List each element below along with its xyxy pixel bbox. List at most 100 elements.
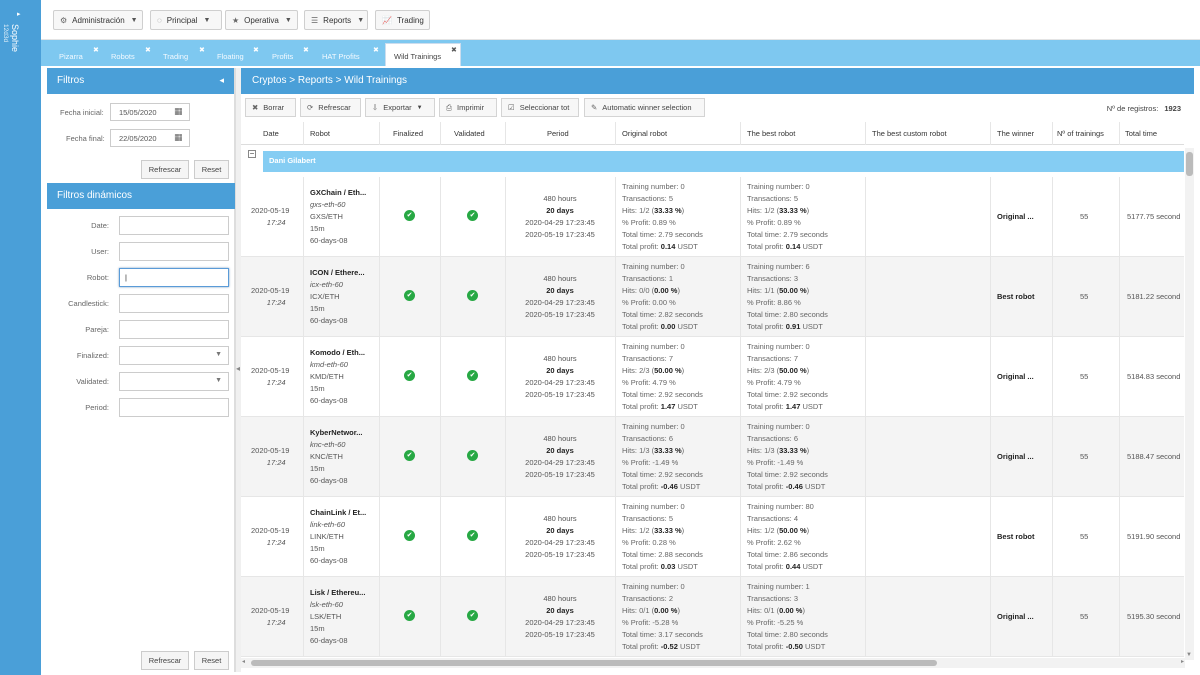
tab-robots[interactable]: Robots — [105, 47, 135, 66]
transactions: Transactions: 1 — [622, 274, 673, 283]
calendar-icon[interactable]: ▦ — [174, 106, 183, 116]
records-counter: Nº de registros: 1923 — [1107, 104, 1181, 113]
scroll-right-icon[interactable]: ▸ — [1180, 659, 1184, 665]
dyn-filters-title: Filtros dinámicos — [57, 190, 133, 201]
dyn-filter-candlestick-input[interactable] — [119, 294, 229, 313]
column-header[interactable]: Finalized — [393, 129, 424, 138]
dyn-filter-user-input[interactable] — [119, 242, 229, 261]
column-header[interactable]: Total time — [1125, 129, 1158, 138]
column-header[interactable]: Date — [263, 129, 279, 138]
menu-trading-button[interactable]: 📈 Trading — [375, 10, 430, 30]
table-row[interactable]: 2020-05-19 17:24 Lisk / Ethereu... lsk-eth-… — [241, 577, 1184, 657]
refrescar-button[interactable]: ⟳ Refrescar — [300, 98, 361, 117]
tab-pizarra[interactable]: Pizarra — [53, 47, 83, 66]
table-row[interactable]: 2020-05-19 17:24 ICON / Ethere... icx-eth-6… — [241, 257, 1184, 337]
collapse-left-icon[interactable]: ◂ — [219, 75, 224, 85]
winner-cell: Best robot — [997, 532, 1035, 541]
user-sidebar[interactable]: ▸ Sophie 12d3d — [0, 0, 41, 675]
collapse-arrow-icon[interactable]: ◂ — [236, 364, 241, 373]
currency: USDT — [802, 642, 826, 651]
collapse-group-icon[interactable]: − — [248, 149, 256, 158]
automatic-winner-selection-button[interactable]: ✎ Automatic winner selection — [584, 98, 705, 117]
close-tab-icon[interactable]: ✖ — [303, 47, 309, 54]
dyn-filter-robot-input[interactable]: | — [119, 268, 229, 287]
dyn-filter-finalized-select[interactable]: ▼ — [119, 346, 229, 365]
menu-operativa-button[interactable]: ★ Operativa ▼ — [225, 10, 298, 30]
fecha-inicial-input[interactable]: 15/05/2020 — [110, 103, 190, 121]
total-time: Total time: 2.92 seconds — [622, 470, 703, 479]
total-profit-value: -0.46 — [660, 482, 678, 491]
column-header[interactable]: Robot — [310, 129, 331, 138]
tab-wild-trainings[interactable]: Wild Trainings — [385, 43, 461, 66]
column-divider — [505, 417, 506, 497]
borrar-button[interactable]: ✖ Borrar — [245, 98, 296, 117]
pct-profit: % Profit: 8.86 % — [747, 298, 801, 307]
column-divider — [1052, 577, 1053, 657]
reset-button-bottom[interactable]: Reset — [194, 651, 229, 670]
close-tab-icon[interactable]: ✖ — [451, 47, 457, 54]
dyn-filter-pareja-input[interactable] — [119, 320, 229, 339]
column-header[interactable]: Period — [547, 129, 569, 138]
robot-name: KyberNetwor... — [310, 428, 363, 437]
horizontal-scrollbar[interactable]: ◂ ▸ — [241, 658, 1185, 668]
column-header[interactable]: Nº of trainings — [1057, 129, 1104, 138]
fecha-final-input[interactable]: 22/05/2020 — [110, 129, 190, 147]
chevron-down-icon: ▼ — [203, 16, 211, 24]
filters-header[interactable]: Filtros ◂ — [47, 68, 234, 94]
refresh-button[interactable]: Refrescar — [141, 160, 189, 179]
vertical-scroll-thumb[interactable] — [1186, 152, 1193, 176]
reset-button[interactable]: Reset — [194, 160, 229, 179]
tab-hat-profits[interactable]: HAT Profits — [316, 47, 360, 66]
imprimir-button[interactable]: ⎙ Imprimir — [439, 98, 497, 117]
tab-trading[interactable]: Trading — [157, 47, 188, 66]
time-value: 17:24 — [266, 218, 286, 227]
scroll-down-icon[interactable]: ▼ — [1186, 652, 1192, 658]
dyn-filter-validated-select[interactable]: ▼ — [119, 372, 229, 391]
tab-floating[interactable]: Floating — [211, 47, 244, 66]
calendar-icon[interactable]: ▦ — [174, 132, 183, 142]
close-tab-icon[interactable]: ✖ — [253, 47, 259, 54]
column-header[interactable]: The best robot — [747, 129, 796, 138]
scroll-left-icon[interactable]: ◂ — [242, 659, 246, 665]
menu-administración-button[interactable]: ⚙ Administración ▼ — [53, 10, 143, 30]
dyn-filter-period-input[interactable] — [119, 398, 229, 417]
column-divider — [303, 417, 304, 497]
menu-principal-button[interactable]: ◌ Principal ▼ — [150, 10, 222, 30]
chevron-down-icon: ▼ — [357, 16, 365, 24]
column-header[interactable]: The best custom robot — [872, 129, 947, 138]
caret-right-icon[interactable]: ▸ — [17, 11, 21, 18]
group-row[interactable]: − Dani Gilabert — [241, 148, 1184, 174]
period-days: 20 days — [505, 605, 615, 617]
close-tab-icon[interactable]: ✖ — [93, 47, 99, 54]
menu-reports-button[interactable]: ☰ Reports ▼ — [304, 10, 368, 30]
close-tab-icon[interactable]: ✖ — [145, 47, 151, 54]
table-row[interactable]: 2020-05-19 17:24 ChainLink / Et... link-eth… — [241, 497, 1184, 577]
column-divider — [303, 257, 304, 337]
table-row[interactable]: 2020-05-19 17:24 Komodo / Eth... kmd-eth-60… — [241, 337, 1184, 417]
hits: Hits: 0/0 (0.00 %) — [622, 285, 703, 297]
column-divider — [440, 337, 441, 417]
column-header[interactable]: The winner — [997, 129, 1035, 138]
column-header[interactable]: Original robot — [622, 129, 668, 138]
exportar-button[interactable]: ⇩ Exportar ▼ — [365, 98, 435, 117]
user-label[interactable]: Sophie 12d3d — [0, 24, 20, 52]
horizontal-scroll-thumb[interactable] — [251, 660, 937, 666]
close-tab-icon[interactable]: ✖ — [199, 47, 205, 54]
period-days-value: 20 days — [546, 446, 574, 455]
table-row[interactable]: 2020-05-19 17:24 GXChain / Eth... gxs-eth-6… — [241, 177, 1184, 257]
training-number: Training number: 6 — [747, 262, 810, 271]
close-tab-icon[interactable]: ✖ — [373, 47, 379, 54]
total-profit-label: Total profit: — [622, 402, 661, 411]
header-divider — [615, 122, 616, 145]
total-time-cell: 5177.75 second — [1127, 212, 1181, 221]
seleccionar-tot-button[interactable]: ☑ Seleccionar tot — [501, 98, 579, 117]
total-profit-value: 1.47 — [785, 402, 801, 411]
table-row[interactable]: 2020-05-19 17:24 KyberNetwor... knc-eth-60 K… — [241, 417, 1184, 497]
best-robot-cell: Training number: 80 Transactions: 4 Hits: … — [747, 501, 828, 573]
column-header[interactable]: Validated — [454, 129, 485, 138]
panel-splitter[interactable]: ◂ — [235, 68, 241, 672]
tab-profits[interactable]: Profits — [266, 47, 293, 66]
refresh-button-bottom[interactable]: Refrescar — [141, 651, 189, 670]
dyn-filter-date-input[interactable] — [119, 216, 229, 235]
vertical-scrollbar[interactable]: ▼ — [1185, 148, 1194, 660]
